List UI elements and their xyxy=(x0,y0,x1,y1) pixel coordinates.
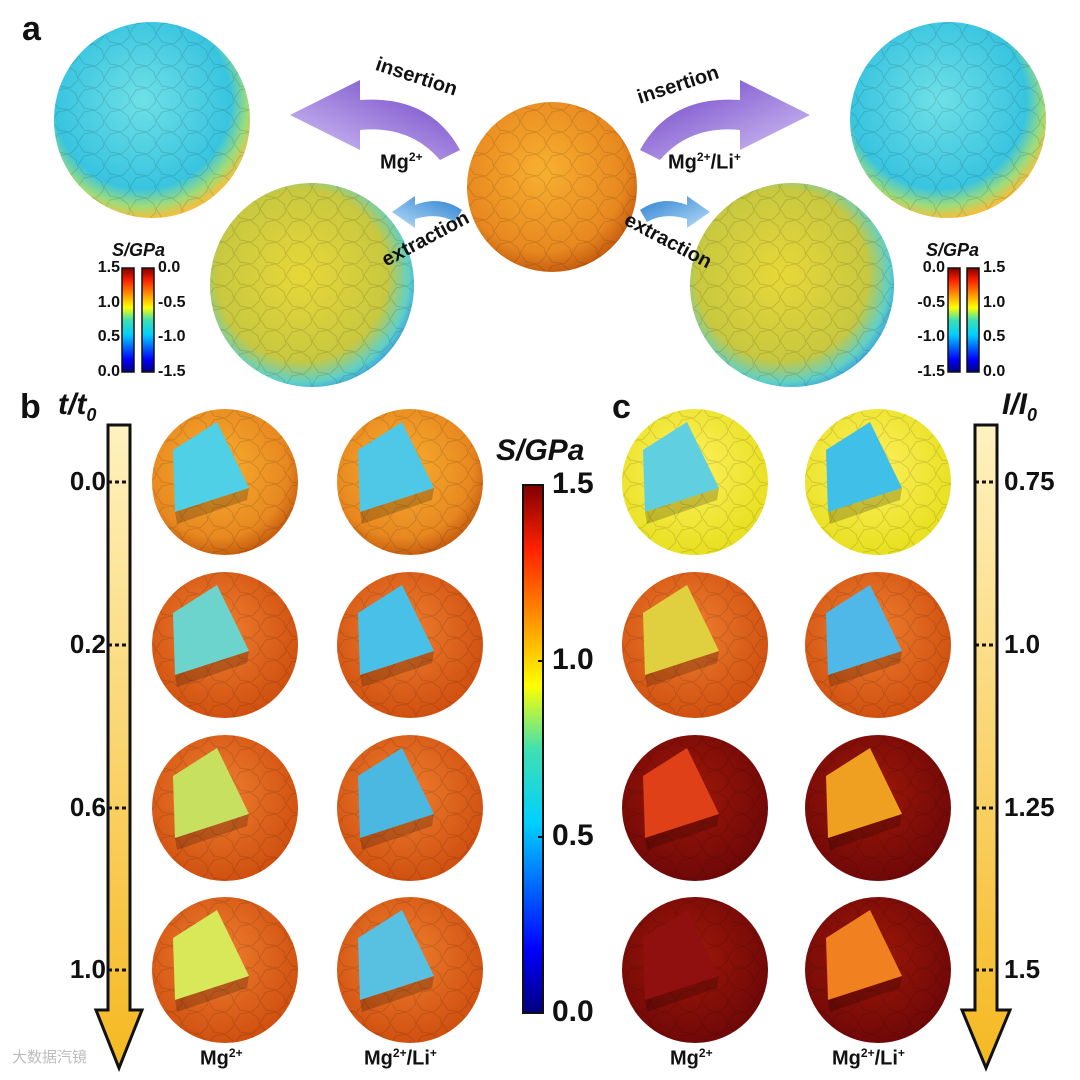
time-arrow xyxy=(93,423,145,1073)
colorbar-a-right-tick-1: -0.5 xyxy=(917,293,945,311)
colorbar-a-right2-tick-2: 0.5 xyxy=(983,328,1006,346)
panel-b-tick-3: 1.0 xyxy=(69,954,106,984)
colorbar-a-right2-tick-3: 0.0 xyxy=(983,363,1006,380)
colorbar-a-left-2 xyxy=(141,267,155,373)
colorbar-a-left2-tick-2: -1.0 xyxy=(158,328,186,346)
panel-c-drawing xyxy=(622,409,1013,1072)
sphere-b-mgli-row0 xyxy=(337,409,483,555)
insertion-arrow-right xyxy=(640,80,810,160)
sphere-b-mg-row2 xyxy=(152,735,298,881)
sphere-c-mg-row1 xyxy=(622,572,768,718)
panel-a-drawing xyxy=(54,22,1046,387)
panel-b-axis-label: t/t0 xyxy=(58,388,97,425)
sphere-c-mgli-row3 xyxy=(805,897,951,1043)
colorbar-a-left2-tick-3: -1.5 xyxy=(158,363,186,380)
colorbar-a-left-tick-3: 0.0 xyxy=(97,363,120,380)
panel-b-drawing xyxy=(93,409,483,1073)
colorbar-a-left-tick-0: 1.5 xyxy=(97,259,120,276)
colorbar-a-right2-tick-0: 1.5 xyxy=(983,259,1006,276)
panel-b-col-label-1: Mg2+/Li+ xyxy=(364,1046,437,1070)
panel-label-c: c xyxy=(612,388,631,426)
colorbar-a-right2-tick-1: 1.0 xyxy=(983,293,1006,311)
intensity-arrow xyxy=(959,423,1013,1072)
watermark: 大数据汽镜 xyxy=(12,1048,88,1066)
panel-c-tick-0: 0.75 xyxy=(1004,466,1055,496)
extraction-arrow-left xyxy=(392,196,462,228)
sphere-b-mg-row0 xyxy=(152,409,298,555)
central-tick-0: 1.5 xyxy=(552,467,594,500)
central-colorbar-title: S/GPa xyxy=(496,434,585,467)
panel-c-col-label-1: Mg2+/Li+ xyxy=(832,1046,905,1070)
colorbar-a-left-title: S/GPa xyxy=(112,240,166,260)
sphere-b-mgli-row1 xyxy=(337,572,483,718)
sphere-b-mgli-row2 xyxy=(337,735,483,881)
panel-b-tick-2: 0.6 xyxy=(69,792,106,822)
panel-b-tick-1: 0.2 xyxy=(69,629,106,659)
central-colorbar xyxy=(522,484,544,1014)
panel-label-a: a xyxy=(22,10,41,48)
sphere-b-mg-row1 xyxy=(152,572,298,718)
label-ion-left: Mg2+ xyxy=(380,150,423,174)
sphere-c-mg-row2 xyxy=(622,735,768,881)
colorbar-a-right-tick-2: -1.0 xyxy=(917,328,945,346)
sphere-c-mgli-row1 xyxy=(805,572,951,718)
colorbar-a-left-tick-2: 0.5 xyxy=(97,328,120,346)
panel-c-tick-2: 1.25 xyxy=(1004,792,1055,822)
sphere-c-mg-row3 xyxy=(622,897,768,1043)
panel-c-axis-label: I/I0 xyxy=(1002,388,1038,425)
insertion-arrow-left xyxy=(290,80,460,160)
colorbar-a-right-2 xyxy=(966,267,980,373)
panel-c-tick-1: 1.0 xyxy=(1004,629,1041,659)
extraction-arrow-right xyxy=(640,196,710,228)
sphere-c-mg-row0 xyxy=(622,409,768,555)
panel-b-tick-0: 0.0 xyxy=(69,466,106,496)
colorbar-a-right-title: S/GPa xyxy=(926,240,980,260)
panel-c-tick-3: 1.5 xyxy=(1004,954,1041,984)
sphere-b-mgli-row3 xyxy=(337,897,483,1043)
panel-label-b: b xyxy=(20,388,41,426)
panel-b-col-label-0: Mg2+ xyxy=(200,1046,243,1070)
label-ion-right: Mg2+/Li+ xyxy=(668,150,741,174)
colorbar-a-left2-tick-1: -0.5 xyxy=(158,293,186,311)
sphere-b-mg-row3 xyxy=(152,897,298,1043)
central-tick-1: 1.0 xyxy=(552,643,594,676)
colorbar-a-right-tick-3: -1.5 xyxy=(917,363,945,380)
central-tick-2: 0.5 xyxy=(552,819,594,852)
colorbar-a-right-1 xyxy=(947,267,961,373)
sphere-c-mgli-row0 xyxy=(805,409,951,555)
panel-c-col-label-0: Mg2+ xyxy=(670,1046,713,1070)
central-tick-3: 0.0 xyxy=(552,995,594,1028)
colorbar-a-left-1 xyxy=(121,267,135,373)
sphere-c-mgli-row2 xyxy=(805,735,951,881)
colorbar-a-left-tick-1: 1.0 xyxy=(97,293,120,311)
colorbar-a-right-tick-0: 0.0 xyxy=(922,259,945,276)
colorbar-a-left2-tick-0: 0.0 xyxy=(158,259,181,276)
